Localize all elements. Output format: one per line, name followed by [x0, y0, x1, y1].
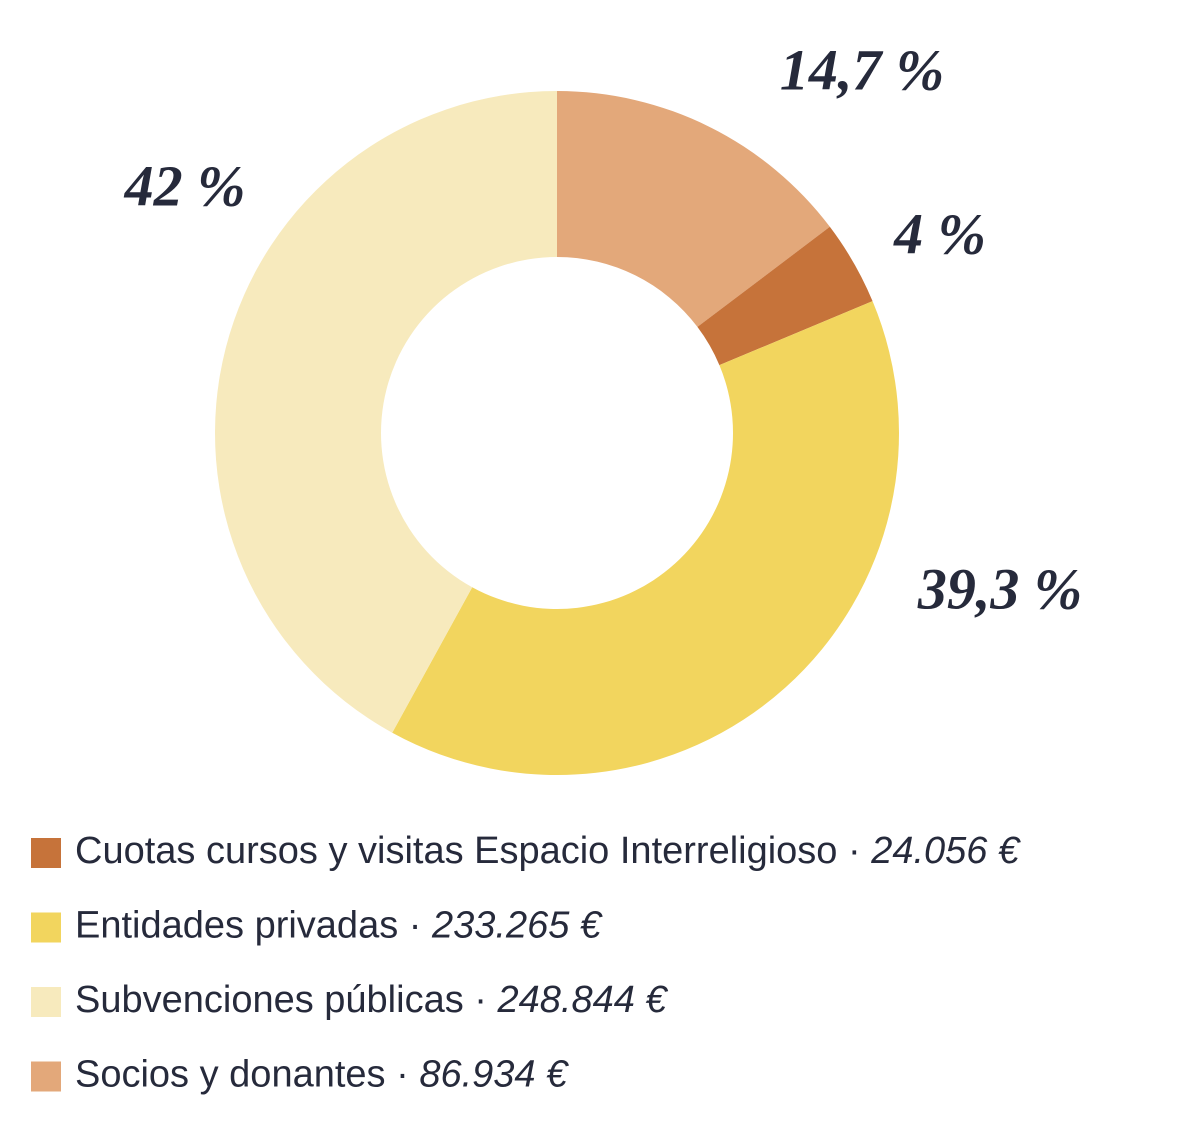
legend-entry: Cuotas cursos y visitas Espacio Interrel… — [75, 830, 1021, 872]
legend-entry: Socios y donantes · 86.934 € — [75, 1054, 569, 1096]
legend-separator: · — [386, 1054, 420, 1096]
legend-entry: Subvenciones públicas · 248.844 € — [75, 979, 668, 1021]
value-label: 14,7 % — [780, 37, 944, 102]
value-label: 4 % — [893, 201, 986, 266]
legend-swatch — [31, 1061, 61, 1092]
slice — [214, 91, 557, 733]
legend-swatch — [31, 987, 61, 1017]
legend-separator: · — [464, 979, 498, 1021]
legend-amount: 233.265 € — [431, 905, 603, 947]
legend-label: Socios y donantes — [75, 1054, 386, 1096]
legend-separator: · — [398, 905, 432, 947]
legend-amount: 24.056 € — [870, 830, 1021, 872]
legend-label: Entidades privadas — [75, 905, 398, 947]
slice — [557, 91, 830, 327]
value-label: 42 % — [124, 153, 246, 218]
legend-swatch — [31, 912, 61, 943]
slice — [392, 301, 899, 775]
slice — [697, 226, 873, 366]
legend-separator: · — [837, 830, 871, 872]
legend-amount: 248.844 € — [496, 979, 668, 1021]
legend-amount: 86.934 € — [419, 1054, 569, 1096]
value-label: 39,3 % — [917, 556, 1082, 621]
legend-label: Subvenciones públicas — [75, 979, 464, 1021]
legend-label: Cuotas cursos y visitas Espacio Interrel… — [75, 830, 837, 872]
legend-entry: Entidades privadas · 233.265 € — [75, 905, 603, 947]
legend-swatch — [31, 838, 61, 868]
